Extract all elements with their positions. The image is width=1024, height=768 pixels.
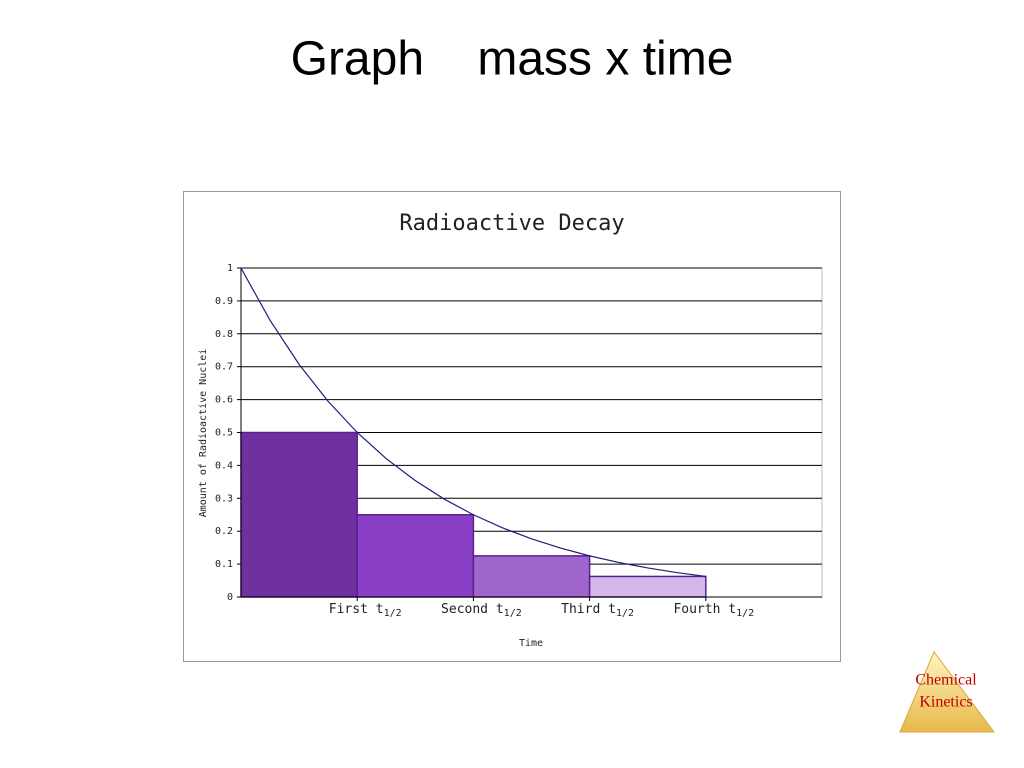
y-tick-label: 0.1: [215, 559, 233, 570]
y-tick-label: 0.2: [215, 526, 233, 537]
chart-title: Radioactive Decay: [399, 211, 624, 236]
y-axis-label: Amount of Radioactive Nuclei: [198, 349, 209, 518]
y-tick-label: 0.9: [215, 296, 233, 307]
y-tick-label: 0: [227, 592, 233, 603]
bar: [588, 575, 707, 598]
logo-triangle: [899, 651, 995, 733]
x-tick-label-text: Fourth t: [673, 602, 736, 617]
y-tick-label: 1: [227, 263, 233, 274]
y-tick-label: 0.8: [215, 329, 233, 340]
logo-text: Kinetics: [919, 694, 972, 711]
x-axis-label: Time: [519, 638, 543, 649]
x-tick-label-text: First t: [329, 602, 384, 617]
y-tick-label: 0.4: [215, 460, 233, 471]
logo-text: Chemical: [915, 672, 977, 689]
x-tick-label-text: Third t: [561, 602, 616, 617]
x-tick-label: Fourth t1/2: [673, 602, 754, 620]
slide-title: Graph mass x time: [291, 33, 734, 86]
y-tick-label: 0.6: [215, 395, 233, 406]
y-tick-label: 0.7: [215, 362, 233, 373]
bar: [240, 431, 358, 598]
y-tick-label: 0.3: [215, 493, 233, 504]
y-tick-label: 0.5: [215, 428, 233, 439]
decay-curve: [240, 267, 706, 578]
x-tick-label-text: Second t: [441, 602, 504, 617]
x-tick-label-subscript: 1/2: [616, 608, 634, 619]
bar: [356, 514, 475, 598]
x-tick-label-subscript: 1/2: [504, 608, 522, 619]
x-tick-label-subscript: 1/2: [384, 608, 402, 619]
x-tick-label: Second t1/2: [441, 602, 522, 620]
x-tick-label: First t1/2: [329, 602, 402, 620]
x-tick-label: Third t1/2: [561, 602, 634, 620]
x-tick-label-subscript: 1/2: [736, 608, 754, 619]
bar: [472, 555, 591, 598]
